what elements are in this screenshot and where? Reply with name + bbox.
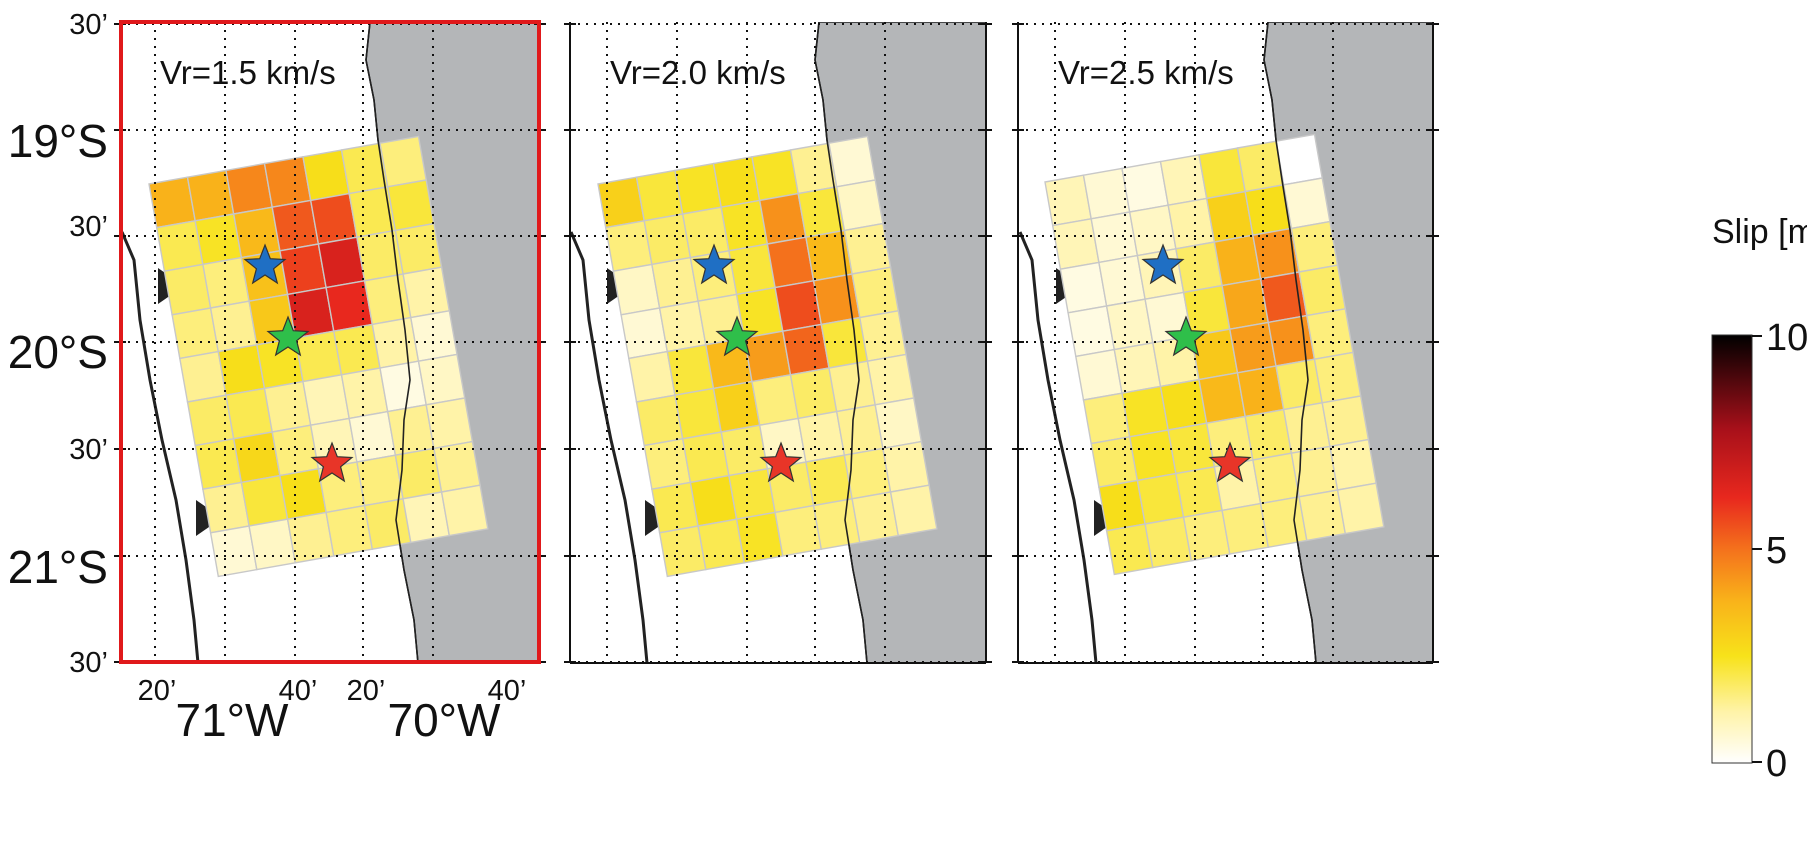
longitude-label: 20’ [347, 675, 386, 707]
slip-cell [835, 179, 884, 232]
slip-cell [1336, 482, 1385, 535]
longitude-label: 20’ [138, 675, 177, 707]
longitude-label: 71°W [176, 694, 290, 746]
colorbar-tick-label: 5 [1766, 530, 1787, 572]
panel-title: Vr=2.0 km/s [610, 54, 786, 91]
longitude-label: 40’ [279, 675, 318, 707]
slip-cell [1305, 307, 1354, 361]
slip-cell [1313, 351, 1362, 404]
slip-cell [843, 222, 892, 275]
slip-cell [1290, 220, 1339, 273]
blue-star [692, 243, 736, 285]
coastline [1263, 22, 1317, 663]
latitude-label: 30’ [69, 9, 108, 41]
fault-slip-grid [148, 135, 489, 578]
coastline [814, 22, 868, 663]
latitude-label: 30’ [69, 434, 108, 466]
slip-cell [874, 397, 923, 450]
green-star [266, 315, 310, 357]
slip-cell [386, 179, 435, 232]
slip-cell [828, 135, 877, 188]
colorbar-title: Slip [m] [1712, 213, 1807, 251]
latitude-label: 30’ [69, 647, 108, 679]
red-star [759, 441, 803, 483]
blue-star [243, 243, 287, 285]
latitude-label: 19°S [8, 115, 108, 167]
slip-cell [866, 353, 915, 406]
green-star [715, 315, 759, 357]
panel-title: Vr=2.5 km/s [1058, 54, 1234, 91]
slip-cell [394, 222, 443, 275]
latitude-label: 20°S [8, 326, 108, 378]
coastline [365, 22, 419, 663]
highlight-frame [119, 20, 541, 664]
trench-line [570, 231, 649, 663]
slip-cell [402, 266, 451, 319]
panel-frame [564, 22, 992, 664]
latitude-label: 21°S [8, 541, 108, 593]
slip-cell [889, 484, 938, 537]
slip-cell [417, 353, 466, 406]
fault-slip-grid [597, 135, 938, 578]
slip-cell [440, 484, 489, 537]
fault-slip-grid [1044, 133, 1385, 576]
trench-line [1018, 231, 1098, 663]
map-panel-vr20: Vr=2.0 km/s [564, 22, 992, 664]
slip-cell [1275, 133, 1324, 186]
trench-line [120, 231, 200, 663]
panel-frame [1012, 22, 1439, 664]
red-star [310, 441, 354, 483]
map-panel-vr25: Vr=2.5 km/s [1012, 22, 1439, 664]
slip-cell [1329, 438, 1377, 491]
map-panel-vr15: Vr=1.5 km/s [114, 20, 546, 664]
slip-cell [1298, 264, 1347, 317]
panel-title: Vr=1.5 km/s [160, 54, 336, 91]
blue-star [1141, 243, 1185, 285]
latitude-label: 30’ [69, 211, 108, 243]
longitude-label: 70°W [388, 694, 502, 746]
slip-cell [379, 135, 428, 188]
slip-cell [1282, 177, 1331, 230]
colorbar-tick-label: 0 [1766, 743, 1787, 785]
colorbar-tick-label: 10 [1766, 317, 1807, 359]
red-star [1208, 441, 1252, 483]
slip-cell [1321, 395, 1370, 448]
green-star [1164, 315, 1208, 357]
slip-colorbar: Slip [m] 10 5 0 [1711, 213, 1807, 785]
slip-cell [858, 309, 907, 363]
slip-cell [851, 266, 900, 319]
longitude-label: 40’ [488, 675, 527, 707]
colorbar-gradient [1711, 334, 1753, 764]
